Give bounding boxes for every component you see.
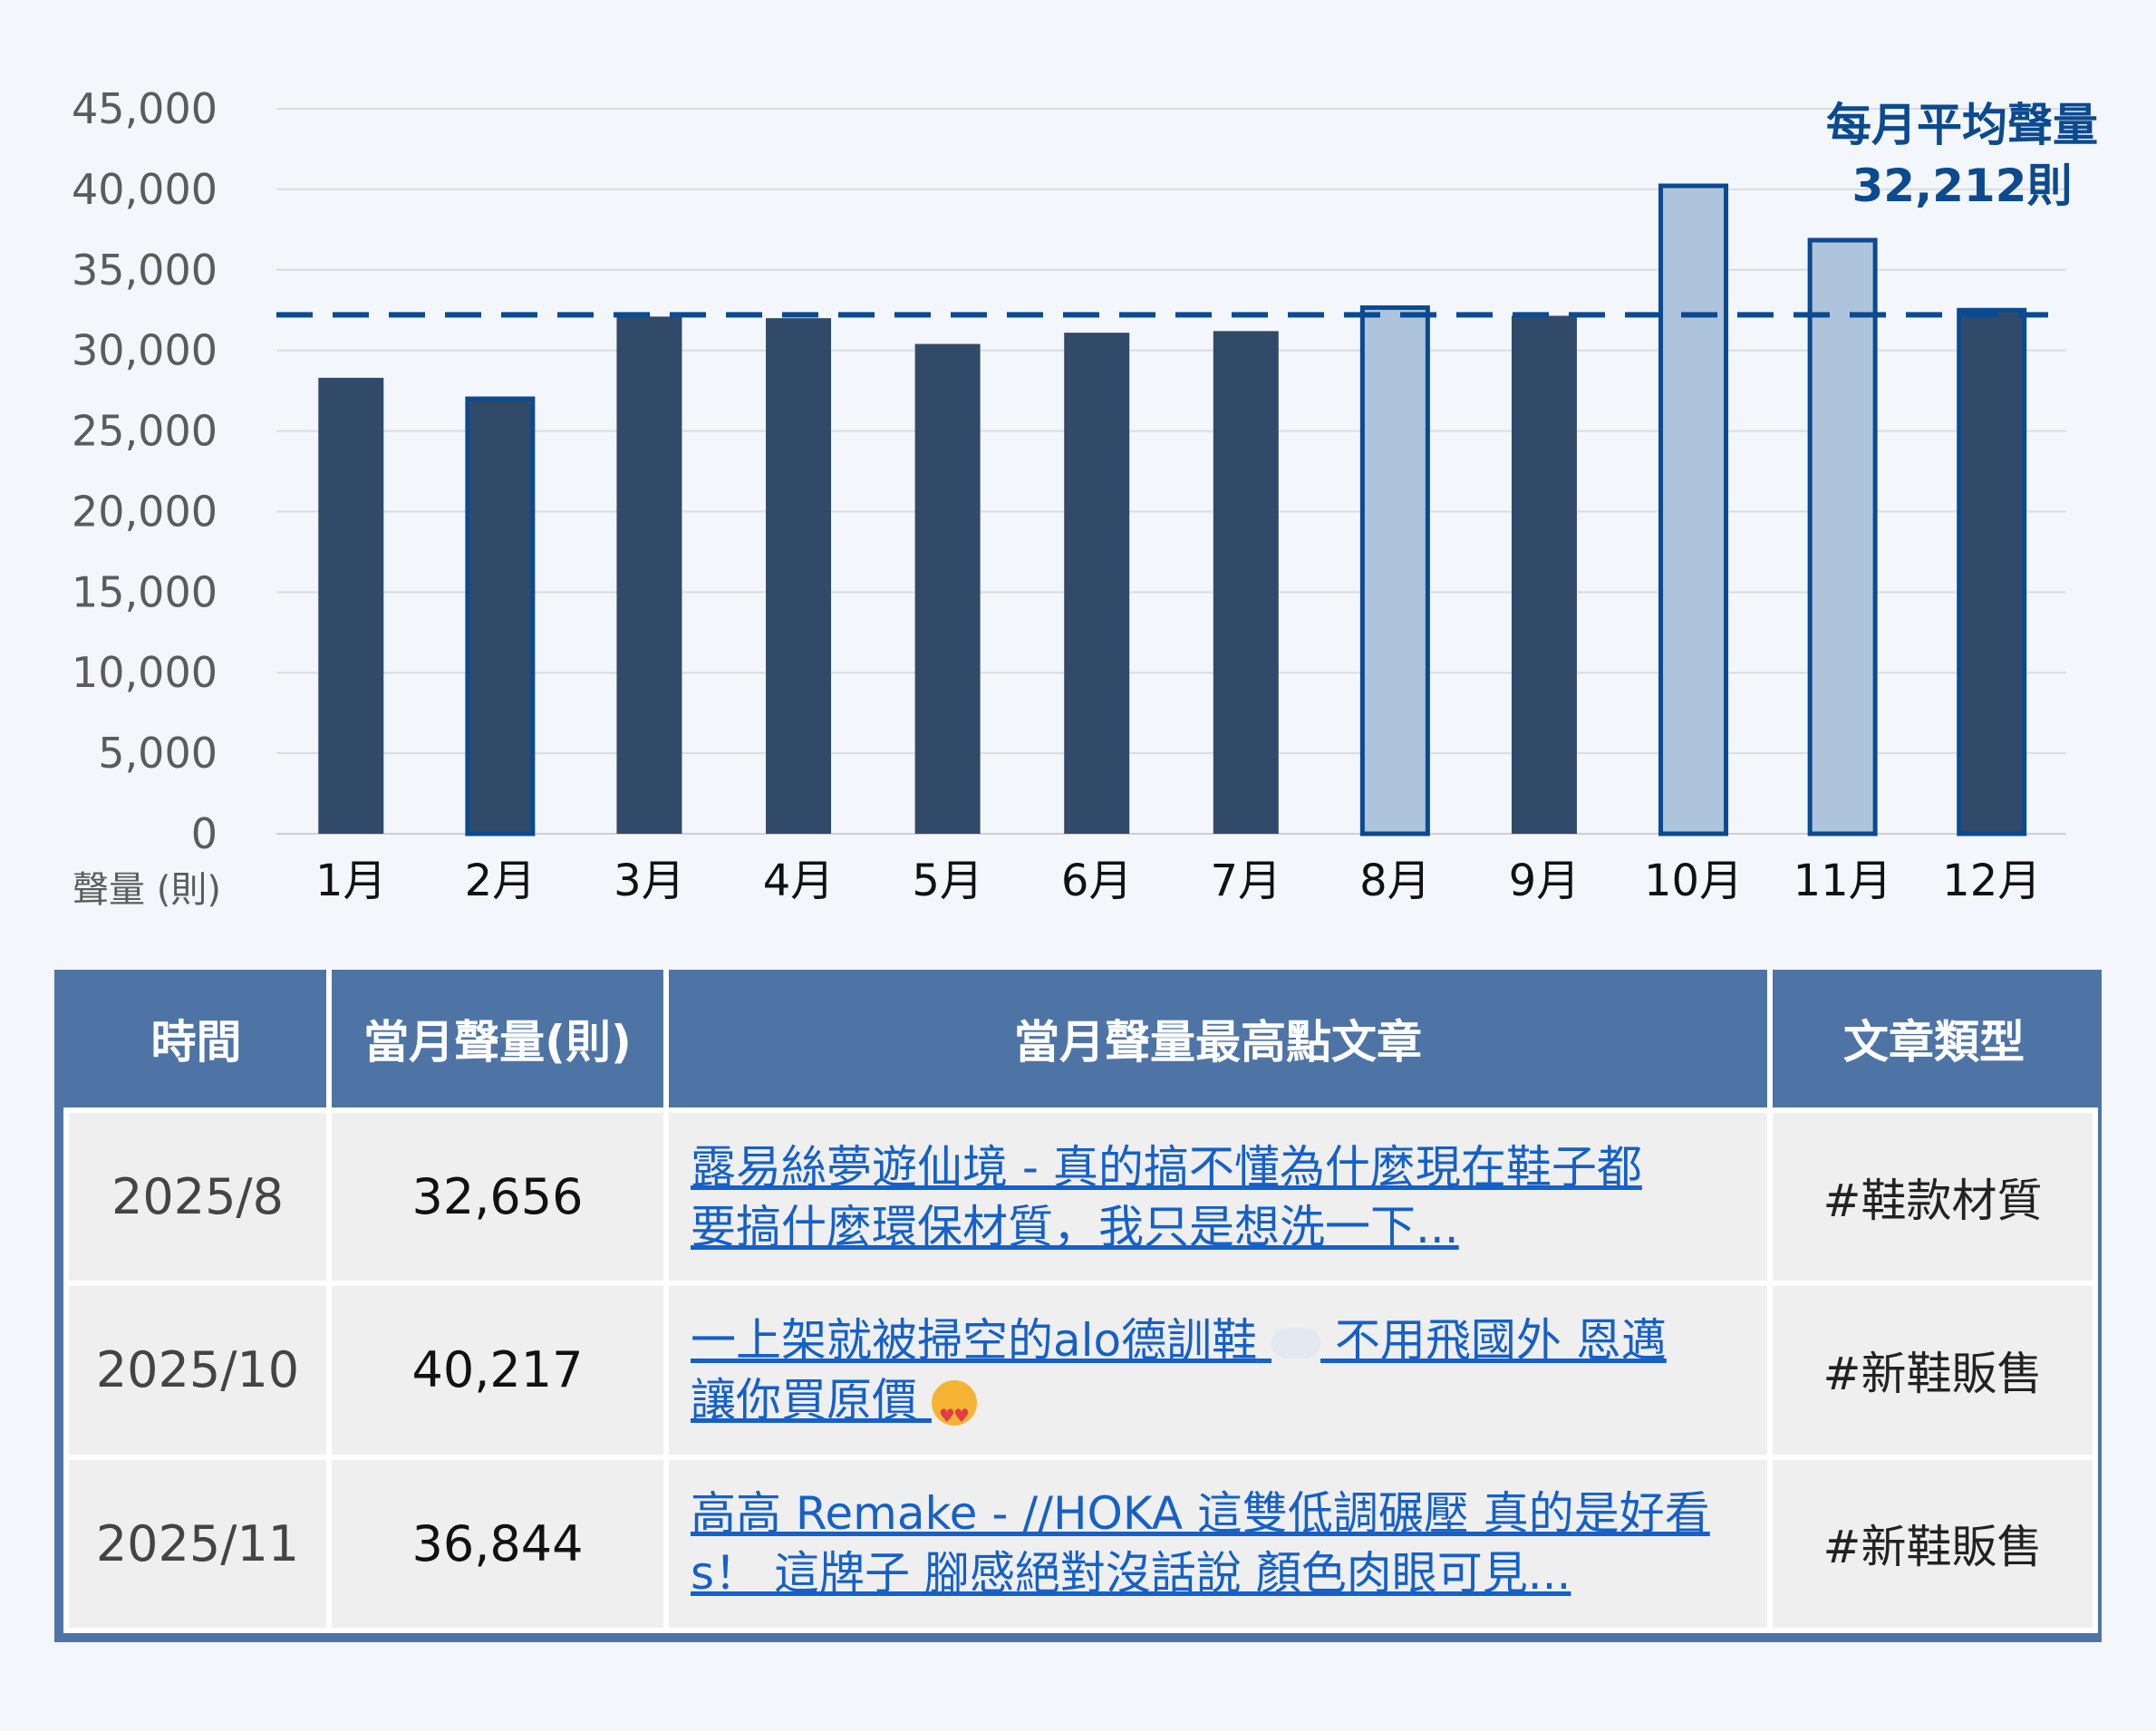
row-count: 32,656 [326,1107,669,1287]
x-tick-label: 11月 [1793,856,1892,906]
y-tick-label: 35,000 [72,246,218,295]
table-row: 2025/11 36,844 高高 Remake - //HOKA 這雙低調碾壓… [63,1454,2098,1634]
article-line2: 讓你買原價 [691,1373,917,1426]
article-line1: 露易絲夢遊仙境 - 真的搞不懂為什麼現在鞋子都 [691,1140,1642,1194]
y-axis-label: 聲量 (則) [73,869,221,911]
bar-11 [1807,237,1878,836]
row-count: 36,844 [326,1454,669,1634]
row-article: 高高 Remake - //HOKA 這雙低調碾壓 真的是好看 s！ 這牌子 腳… [663,1454,1773,1634]
article-link[interactable]: 露易絲夢遊仙境 - 真的搞不懂為什麼現在鞋子都 要搞什麼環保材質，我只是想洗一下… [691,1137,1740,1257]
bar-3 [616,316,682,834]
row-time: 2025/11 [63,1454,332,1634]
article-line1a: 一上架就被掃空的alo德訓鞋 [691,1313,1258,1367]
x-tick-label: 7月 [1211,856,1282,906]
bars [318,183,2027,836]
row-count: 40,217 [326,1281,669,1460]
x-tick-label: 2月 [465,856,537,906]
y-axis-ticks: 0 5,000 10,000 15,000 20,000 25,000 30,000 35,0… [72,84,218,858]
x-tick-label: 1月 [315,856,387,906]
y-tick-label: 40,000 [72,165,218,214]
y-tick-label: 10,000 [72,648,218,697]
x-tick-label: 3月 [614,856,685,906]
bar-2 [465,396,536,836]
cloud-emoji-icon [1271,1328,1321,1359]
x-tick-label: 4月 [763,856,835,906]
bar-8 [1359,305,1430,836]
article-line2: s！ 這牌子 腳感絕對沒話說 顏色肉眼可見... [691,1547,1571,1600]
y-tick-label: 5,000 [98,729,218,778]
row-type: #鞋款材質 [1767,1107,2098,1287]
bar-1 [318,377,384,834]
monthly-volume-bar-chart: 0 5,000 10,000 15,000 20,000 25,000 30,000 35,0… [72,84,2098,911]
heart-eyes-emoji-icon [931,1380,977,1446]
y-tick-label: 20,000 [72,487,218,536]
y-tick-label: 45,000 [72,84,218,133]
x-axis-ticks: 1月 2月 3月 4月 5月 6月 7月 8月 9月 10月 11月 12月 [315,856,2041,906]
y-tick-label: 15,000 [72,567,218,616]
row-article: 一上架就被掃空的alo德訓鞋 不用飛國外 恩邁 讓你買原價 [663,1281,1773,1460]
article-line2: 要搞什麼環保材質，我只是想洗一下... [691,1200,1459,1253]
row-time: 2025/8 [63,1107,332,1287]
bar-10 [1658,183,1729,836]
x-tick-label: 10月 [1644,856,1743,906]
bar-6 [1064,333,1130,835]
x-tick-label: 6月 [1061,856,1133,906]
article-link[interactable]: 一上架就被掃空的alo德訓鞋 不用飛國外 恩邁 讓你買原價 [691,1310,1740,1446]
bar-4 [766,318,832,835]
bar-9 [1511,315,1577,834]
header-type: 文章類型 [1767,970,2095,1110]
row-article: 露易絲夢遊仙境 - 真的搞不懂為什麼現在鞋子都 要搞什麼環保材質，我只是想洗一下… [663,1107,1773,1287]
x-tick-label: 9月 [1509,856,1581,906]
average-label-line1: 每月平均聲量 [1826,99,2098,151]
x-tick-label: 8月 [1359,856,1431,906]
article-line1: 高高 Remake - //HOKA 這雙低調碾壓 真的是好看 [691,1487,1710,1541]
header-time: 時間 [66,970,332,1110]
bar-5 [914,343,981,834]
gridlines [276,108,2066,835]
header-count: 當月聲量(則) [326,970,669,1110]
top-articles-table-container: 時間 當月聲量(則) 當月聲量最高點文章 文章類型 2025/8 32,656 … [54,970,2102,1642]
table-row: 2025/10 40,217 一上架就被掃空的alo德訓鞋 不用飛國外 恩邁 讓… [63,1281,2098,1460]
row-type: #新鞋販售 [1767,1454,2098,1634]
table-header-row: 時間 當月聲量(則) 當月聲量最高點文章 文章類型 [66,970,2095,1110]
y-tick-label: 25,000 [72,407,218,456]
x-tick-label: 5月 [912,856,983,906]
row-type: #新鞋販售 [1767,1281,2098,1460]
bar-12 [1957,307,2027,836]
table-row: 2025/8 32,656 露易絲夢遊仙境 - 真的搞不懂為什麼現在鞋子都 要搞… [63,1107,2098,1287]
bar-7 [1213,331,1279,834]
average-label-line2: 32,212則 [1852,160,2073,212]
header-article: 當月聲量最高點文章 [663,970,1773,1110]
article-line1b: 不用飛國外 恩邁 [1334,1313,1667,1367]
top-articles-table: 時間 當月聲量(則) 當月聲量最高點文章 文章類型 2025/8 32,656 … [63,970,2098,1634]
x-tick-label: 12月 [1942,856,2041,906]
row-time: 2025/10 [63,1281,332,1460]
y-tick-label: 30,000 [72,326,218,375]
y-tick-label: 0 [191,809,218,858]
article-link[interactable]: 高高 Remake - //HOKA 這雙低調碾壓 真的是好看 s！ 這牌子 腳… [691,1484,1740,1603]
